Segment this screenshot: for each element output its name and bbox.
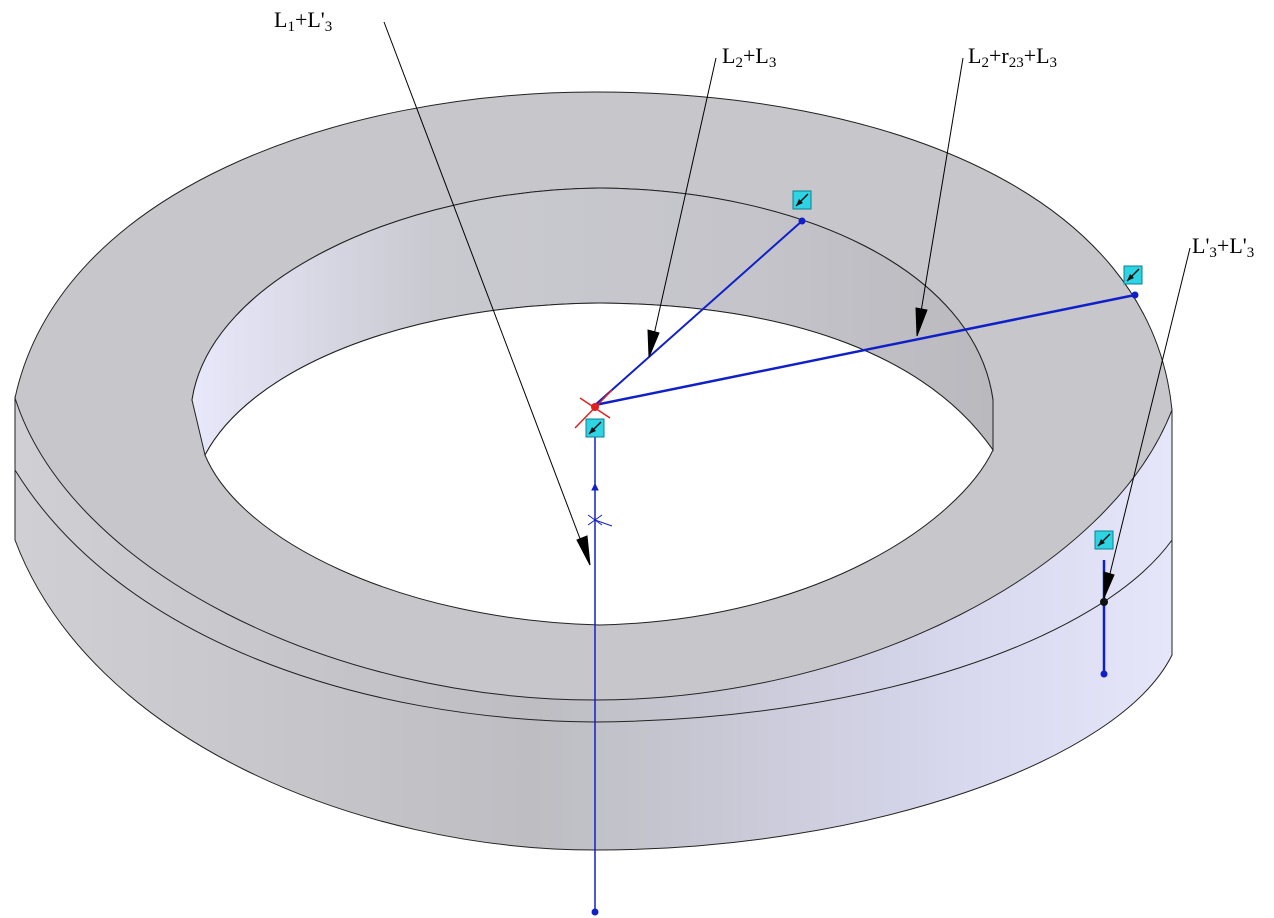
leader-l2-l3 (647, 57, 717, 358)
sketch-points[interactable] (591, 217, 1139, 916)
point-bottom-end[interactable] (591, 908, 599, 916)
point-short-bottom[interactable] (1100, 670, 1108, 678)
handle-icon-right[interactable] (1123, 265, 1143, 285)
sketch-line-right (594, 293, 1136, 407)
leader-l2-r23-l3 (915, 57, 964, 337)
leader-lines (383, 21, 1191, 599)
axis-triad-icon (587, 482, 613, 527)
label-l2-plus-r23-plus-l3: L2+r23+L3 (968, 43, 1058, 72)
ring-hole (204, 302, 994, 626)
point-upper-end[interactable] (798, 217, 806, 225)
handle-icons[interactable] (585, 190, 1143, 550)
handle-icon-origin[interactable] (585, 418, 605, 438)
leader-l3p-l3p (1103, 247, 1191, 599)
label-l3prime-plus-l3prime: L'3+L'3 (1192, 233, 1255, 262)
label-l2-plus-l3: L2+L3 (722, 43, 777, 72)
point-right-end[interactable] (1131, 291, 1139, 299)
label-l1-plus-l3prime: L1+L'3 (274, 7, 333, 36)
sketch-line-upper (594, 220, 803, 406)
handle-icon-upper[interactable] (792, 190, 812, 210)
leader-l1-l3 (383, 21, 591, 566)
point-short-mid[interactable] (1100, 598, 1108, 606)
handle-icon-short[interactable] (1094, 530, 1114, 550)
origin-icon[interactable] (574, 389, 613, 429)
